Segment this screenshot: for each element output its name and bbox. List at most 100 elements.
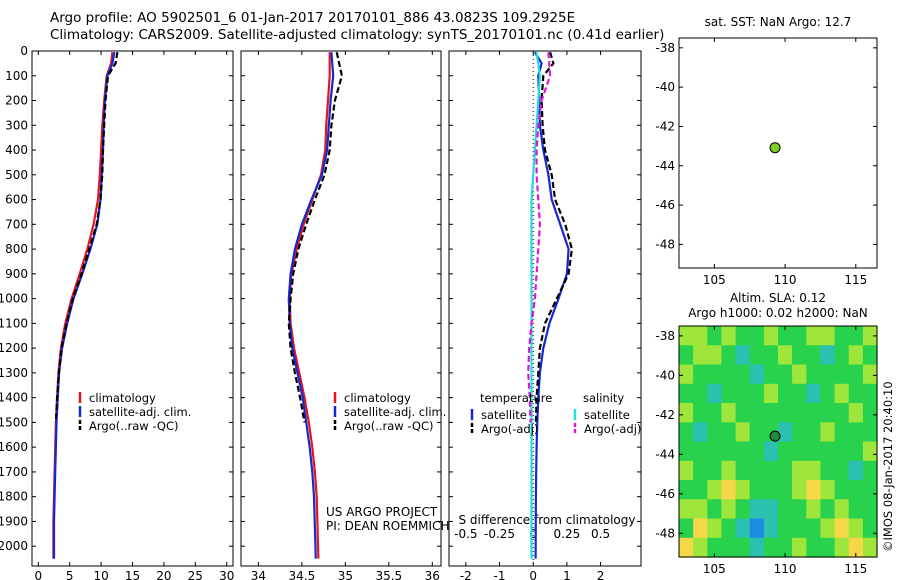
panel-3-xtick-label: 0 — [529, 569, 537, 580]
legend-label-3-3: satellite — [584, 408, 630, 422]
sla-cell — [679, 441, 694, 462]
sla-cell — [679, 403, 694, 423]
sla-cell — [862, 326, 878, 346]
sla-cell — [848, 518, 864, 539]
depth-tick-label: 1000 — [0, 292, 28, 306]
sla-cell — [848, 403, 864, 423]
sla-cell — [693, 441, 708, 462]
legend-label-1-2: satellite-adj. clim. — [89, 405, 191, 419]
sla-cell — [721, 345, 737, 366]
depth-tick-label: 0 — [20, 44, 28, 58]
map-1-xtick-label: 115 — [844, 273, 867, 287]
sla-cell — [820, 403, 836, 423]
map-2-ytick-label: -44 — [655, 447, 675, 461]
panel-2-xtick-label: 35.5 — [375, 569, 402, 580]
sla-cell — [862, 460, 878, 481]
sla-cell — [735, 383, 751, 404]
sla-cell — [806, 422, 821, 443]
sla-cell — [778, 537, 793, 558]
sla-cell — [806, 364, 821, 385]
sla-cell — [778, 460, 793, 481]
panel-2-series-1-line — [288, 52, 331, 559]
sla-cell — [778, 480, 793, 500]
sla-cell — [693, 537, 708, 558]
sla-cell — [749, 403, 765, 423]
depth-tick-label: 1100 — [0, 316, 28, 330]
sla-cell — [721, 364, 737, 385]
sla-cell — [735, 518, 751, 539]
sla-map-title: Altim. SLA: 0.12 — [730, 291, 826, 305]
sla-cell — [721, 422, 737, 443]
sla-cell — [848, 480, 864, 500]
sla-cell — [778, 499, 793, 520]
sla-cell — [848, 537, 864, 558]
sla-cell — [763, 499, 779, 520]
sla-cell — [721, 383, 737, 404]
legend-label-1-1: climatology — [89, 391, 156, 405]
s-diff-tick-label: 0.25 — [554, 527, 581, 541]
sla-cell — [806, 460, 821, 481]
panel-2-xtick-label: 36 — [425, 569, 440, 580]
sla-cell — [820, 460, 836, 481]
sla-cell — [763, 460, 779, 481]
sla-cell — [834, 518, 850, 539]
sla-cell — [763, 364, 779, 385]
sla-cell — [749, 537, 765, 558]
panel-1-series-3-line — [54, 52, 119, 423]
sla-cell — [735, 403, 751, 423]
sla-cell — [806, 537, 821, 558]
sla-cell — [735, 499, 751, 520]
argo-position-marker — [769, 142, 781, 154]
sla-cell — [679, 383, 694, 404]
sla-cell — [778, 364, 793, 385]
sla-cell — [792, 460, 807, 481]
sla-cell — [679, 460, 694, 481]
s-diff-tick-label: 0 — [529, 527, 537, 541]
sla-cell — [693, 499, 708, 520]
sla-cell — [806, 480, 821, 500]
map-1-ytick-label: -40 — [655, 80, 675, 94]
sla-cell — [679, 422, 694, 443]
sla-cell — [862, 403, 878, 423]
sla-cell — [721, 326, 737, 346]
sla-cell — [707, 326, 722, 346]
sla-cell — [848, 441, 864, 462]
sla-cell — [820, 422, 836, 443]
sla-cell — [834, 326, 850, 346]
sla-cell — [679, 364, 694, 385]
panel-1-xtick-label: 25 — [188, 569, 203, 580]
legend-label-3-1: satellite — [481, 408, 527, 422]
sla-cell — [820, 441, 836, 462]
panel-3-series-4-line — [527, 52, 552, 423]
sla-cell — [735, 460, 751, 481]
sla-cell — [778, 345, 793, 366]
sla-cell — [792, 383, 807, 404]
sla-cell — [820, 364, 836, 385]
map-2-xtick-label: 110 — [774, 562, 797, 576]
sla-cell — [792, 345, 807, 366]
sla-cell — [763, 383, 779, 404]
s-diff-tick-label: 0.5 — [591, 527, 610, 541]
legend-label-2-1: climatology — [344, 391, 411, 405]
sla-cell — [848, 499, 864, 520]
depth-tick-label: 100 — [5, 69, 28, 83]
pi-credit: PI: DEAN ROEMMICH — [326, 519, 450, 533]
sla-cell — [806, 326, 821, 346]
map-1-ytick-label: -42 — [655, 119, 675, 133]
map-2-ytick-label: -48 — [655, 526, 675, 540]
sla-cell — [778, 383, 793, 404]
sla-cell — [721, 499, 737, 520]
title-line-2: Climatology: CARS2009. Satellite-adjuste… — [50, 27, 665, 43]
sla-cell — [778, 441, 793, 462]
sla-cell — [707, 345, 722, 366]
s-diff-tick-label: -0.25 — [484, 527, 515, 541]
sla-cell — [862, 480, 878, 500]
sla-cell — [778, 326, 793, 346]
sla-cell — [749, 326, 765, 346]
sla-cell — [834, 383, 850, 404]
sla-cell — [707, 364, 722, 385]
legend-label-2-2: satellite-adj. clim. — [344, 405, 446, 419]
sla-cell — [834, 422, 850, 443]
sla-cell — [721, 537, 737, 558]
